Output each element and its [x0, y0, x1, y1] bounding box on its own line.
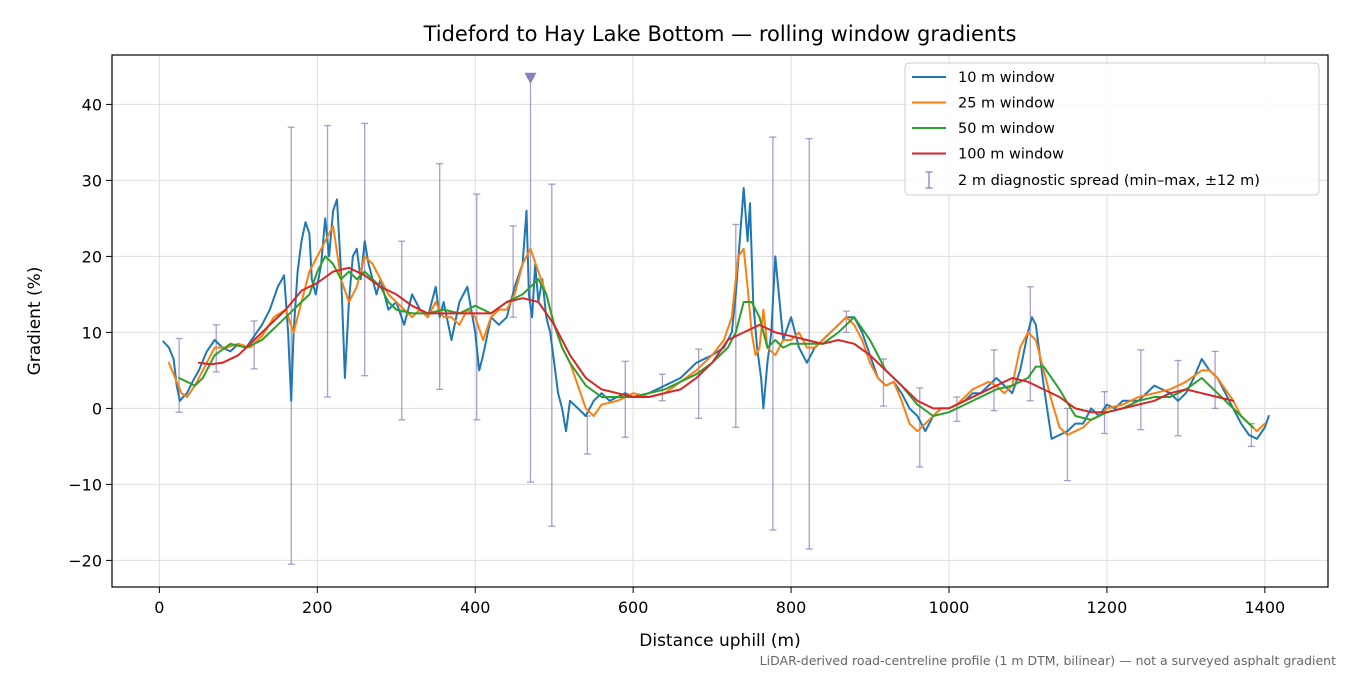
y-tick-label: −10: [68, 475, 102, 494]
y-axis-ticks: −20 −10 0 10 20 30 40: [68, 95, 112, 570]
y-tick-label: 30: [82, 171, 102, 190]
x-axis-label: Distance uphill (m): [639, 631, 800, 651]
legend: 10 m window 25 m window 50 m window 100 m w…: [904, 62, 1320, 196]
y-tick-label: 40: [82, 95, 102, 114]
legend-label: 100 m window: [958, 147, 1064, 163]
x-tick-label: 400: [460, 598, 491, 617]
marker-group: [524, 72, 537, 84]
x-tick-label: 800: [776, 598, 807, 617]
chart-title: Tideford to Hay Lake Bottom — rolling wi…: [423, 22, 1017, 46]
x-tick-label: 1200: [1087, 598, 1128, 617]
x-tick-label: 1000: [929, 598, 970, 617]
series-line: [197, 266, 1235, 414]
legend-label: 2 m diagnostic spread (min–max, ±12 m): [958, 173, 1260, 189]
legend-label: 50 m window: [958, 121, 1055, 137]
x-tick-label: 200: [302, 598, 333, 617]
series-line: [167, 225, 1266, 436]
x-tick-label: 0: [154, 598, 164, 617]
series-line: [162, 187, 1270, 440]
y-axis-label: Gradient (%): [25, 267, 45, 376]
y-tick-label: 0: [92, 399, 102, 418]
legend-box: [904, 62, 1320, 196]
clipped-value-marker: [524, 72, 537, 84]
y-tick-label: 20: [82, 247, 102, 266]
x-tick-label: 1400: [1244, 598, 1285, 617]
footnote: LiDAR-derived road-centreline profile (1…: [760, 653, 1336, 668]
legend-label: 10 m window: [958, 70, 1055, 86]
plot-frame: [111, 54, 1329, 588]
x-tick-label: 600: [618, 598, 649, 617]
series-line: [178, 255, 1254, 429]
y-tick-label: −20: [68, 551, 102, 570]
legend-label: 25 m window: [958, 96, 1055, 112]
y-tick-label: 10: [82, 323, 102, 342]
series-group: [162, 187, 1270, 440]
x-axis-ticks: 0 200 400 600 800 1000 1200 1400: [154, 587, 1285, 617]
